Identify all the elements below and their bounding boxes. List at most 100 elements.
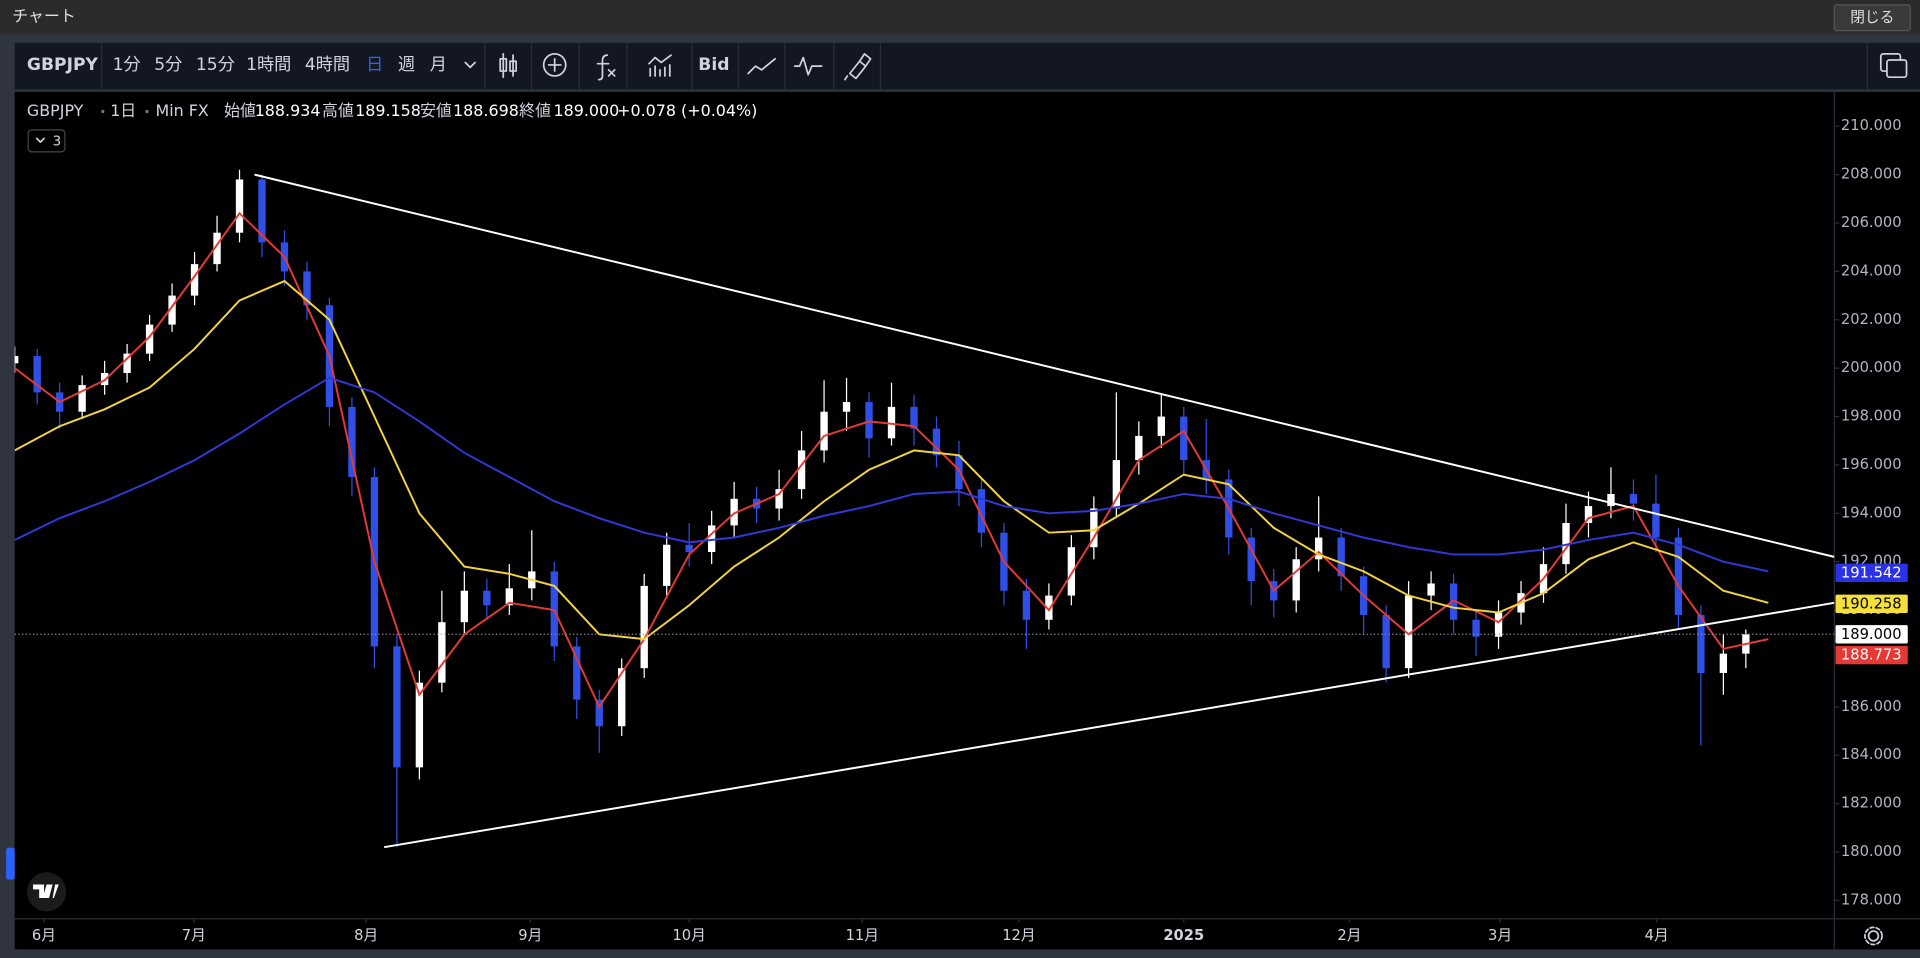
close-label[interactable]: 閉じる xyxy=(1850,9,1894,26)
legend-label: 始値 xyxy=(224,101,256,120)
candle-body xyxy=(910,406,918,429)
candle-body xyxy=(797,450,806,490)
candle-body xyxy=(258,179,266,243)
candle-body xyxy=(123,353,131,374)
candle-body xyxy=(1427,583,1435,596)
candle-body xyxy=(190,264,199,296)
candle-body xyxy=(640,585,648,669)
candle-body xyxy=(14,356,19,364)
candle-body xyxy=(573,646,581,700)
interval-button[interactable]: 月 xyxy=(430,55,447,75)
candle-body xyxy=(1315,537,1323,560)
interval-button[interactable]: 1時間 xyxy=(246,55,291,75)
collapse-button[interactable] xyxy=(27,129,66,153)
trendline xyxy=(254,173,1835,558)
candle-body xyxy=(1247,537,1255,582)
close-button[interactable] xyxy=(1833,4,1911,32)
candle-body xyxy=(707,525,716,553)
window-bar xyxy=(0,0,1920,35)
interval-button[interactable]: 15分 xyxy=(196,55,235,75)
candle-body xyxy=(1337,537,1345,577)
layout-icon[interactable] xyxy=(1879,53,1908,79)
candle-body xyxy=(595,699,603,727)
bid-button[interactable]: Bid xyxy=(698,55,729,75)
candle-body xyxy=(33,356,41,393)
candle-body xyxy=(213,232,221,265)
side-tab[interactable] xyxy=(6,847,15,880)
candle-body xyxy=(1090,508,1098,548)
candle-body xyxy=(1494,612,1503,637)
candle-body xyxy=(955,455,963,490)
legend-dot xyxy=(101,109,105,114)
candle-body xyxy=(1674,537,1683,615)
candle-body xyxy=(460,590,469,623)
candle-body xyxy=(1607,493,1615,507)
candle-body xyxy=(730,498,738,526)
candle-body xyxy=(1135,435,1143,461)
candle-body xyxy=(775,489,783,509)
candle-body xyxy=(168,295,176,325)
candle-body xyxy=(303,271,311,306)
candle-body xyxy=(685,544,693,553)
candle-body xyxy=(505,588,513,606)
interval-button[interactable]: 1分 xyxy=(113,55,141,75)
collapse-chevron[interactable] xyxy=(35,137,45,143)
x-tick-label: 4月 xyxy=(1645,927,1669,944)
candle-body xyxy=(1045,595,1053,620)
y-tick-label: 180.000 xyxy=(1841,843,1902,860)
chart-type-icon[interactable] xyxy=(499,53,517,79)
interval-button[interactable]: 日 xyxy=(366,55,383,75)
legend-source: Min FX xyxy=(156,101,209,120)
candle-body xyxy=(977,489,986,533)
x-tick-label: 2月 xyxy=(1337,927,1361,944)
price-tag-label: 191.542 xyxy=(1841,564,1902,581)
price-tag xyxy=(1835,645,1908,665)
interval-button[interactable]: 5分 xyxy=(154,55,182,75)
price-tag-label: 188.773 xyxy=(1841,647,1902,664)
interval-button[interactable]: 4時間 xyxy=(305,55,350,75)
trendline xyxy=(383,601,1835,849)
candle-body xyxy=(1157,416,1165,436)
candle-body xyxy=(1584,506,1593,523)
toolbar xyxy=(14,42,1920,90)
settings-icon[interactable] xyxy=(1864,926,1883,946)
legend: GBPJPY 1日 Min FX +0.078 (+0.04%) 3 始値188… xyxy=(27,101,757,153)
drawing-icon[interactable] xyxy=(844,53,872,81)
legend-change: +0.078 (+0.04%) xyxy=(617,101,757,120)
candle-body xyxy=(1652,503,1660,538)
chart-pane xyxy=(14,91,1920,950)
interval-dropdown[interactable] xyxy=(464,61,476,69)
window-title: チャート xyxy=(12,7,75,26)
candle-body xyxy=(1067,547,1076,596)
indicator-icon[interactable] xyxy=(596,54,616,81)
candle-body xyxy=(348,406,356,478)
x-tick-label: 2025 xyxy=(1163,927,1204,944)
interval-button[interactable]: 週 xyxy=(398,55,415,75)
y-tick-label: 178.000 xyxy=(1841,891,1902,908)
y-tick-label: 200.000 xyxy=(1841,359,1902,376)
candle-body xyxy=(145,324,154,354)
candle-body xyxy=(887,406,896,439)
candle-body xyxy=(1180,416,1188,461)
symbol-button[interactable]: GBPJPY xyxy=(27,55,99,75)
candle-body xyxy=(1112,460,1121,509)
collapse-count[interactable]: 3 xyxy=(53,133,62,149)
y-tick-label: 194.000 xyxy=(1841,504,1902,521)
compare-icon[interactable] xyxy=(747,57,776,75)
x-tick-label: 6月 xyxy=(32,927,56,944)
price-tag xyxy=(1835,594,1908,614)
y-tick-label: 210.000 xyxy=(1841,117,1902,134)
separators xyxy=(101,42,1868,90)
candle-body xyxy=(1719,653,1728,673)
candle-body xyxy=(1292,559,1300,601)
candle-body xyxy=(932,428,941,456)
x-tick-label: 9月 xyxy=(518,927,542,944)
replay-icon[interactable] xyxy=(793,56,823,76)
study-icon[interactable] xyxy=(648,54,672,77)
candle-body xyxy=(663,544,671,586)
y-tick-label: 182.000 xyxy=(1841,795,1902,812)
y-tick-label: 204.000 xyxy=(1841,262,1902,279)
candle-body xyxy=(618,668,626,727)
add-icon[interactable] xyxy=(542,53,567,77)
